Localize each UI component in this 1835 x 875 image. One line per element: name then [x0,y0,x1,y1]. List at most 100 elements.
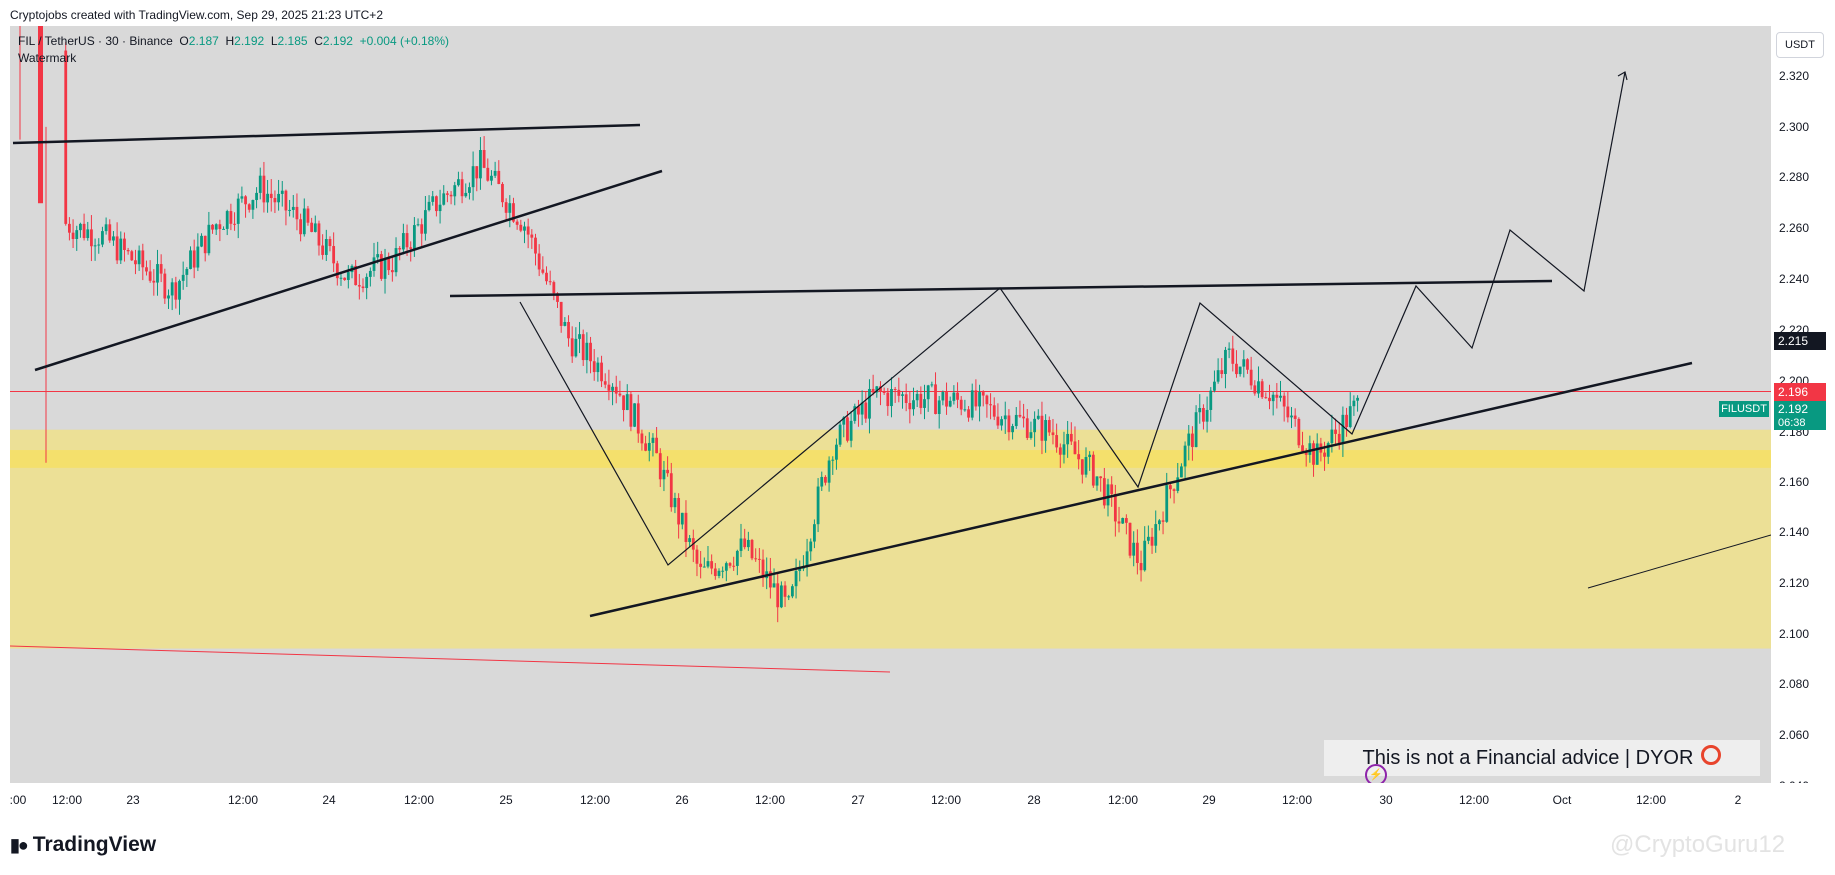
time-tick: 12:00 [1107,793,1139,807]
candle-body [269,193,273,199]
candle-body [379,254,383,279]
candle-body [750,539,754,559]
price-tick: 2.080 [1779,677,1810,691]
candle-body [794,571,798,587]
candle-body [779,585,783,608]
candle-body [112,236,115,241]
target-icon [1701,745,1722,765]
candle-body [1036,415,1040,419]
candle-body [1264,397,1268,399]
footer: ▮● TradingView @CryptoGuru12 [0,819,1835,875]
candle-body [361,286,365,289]
candle-body [383,257,387,279]
candle-body [912,400,915,410]
candle-body [897,389,901,396]
candle-body [989,404,992,406]
candle-body [519,224,523,231]
candle-body [941,392,945,401]
candle-body [680,512,684,525]
disclaimer-text: This is not a Financial advice | DYOR [1362,747,1694,769]
candle-body [306,208,310,223]
candle-body [732,565,736,567]
legend-symbol[interactable]: FIL / TetherUS · 30 · Binance [18,34,173,48]
candle-body [178,280,181,300]
candle-body [416,224,420,226]
candle-body [805,551,809,567]
price-tick: 2.260 [1779,221,1810,235]
price-tick: 2.140 [1779,525,1810,539]
candle-body [1011,426,1014,433]
currency-button[interactable]: USDT [1776,32,1824,58]
indicator-legend[interactable]: Watermark [18,51,77,65]
candle-body [291,206,295,210]
candle-body [497,170,501,184]
candle-body [655,437,659,454]
candle-body [86,229,90,239]
candle-body [1183,445,1187,467]
candle-body [567,321,570,339]
candle-body [93,245,97,247]
candle-body [868,388,871,419]
candle-body [313,223,317,232]
candle-body [1025,418,1029,438]
candle-body [600,362,603,382]
candle-body [145,267,148,272]
candle-body [277,193,280,203]
candle-body [255,192,258,201]
candle-body [1172,489,1176,491]
candle-body [710,561,714,569]
candle-body [1003,415,1007,420]
candle-body [1135,542,1139,564]
candle-body [218,224,222,230]
candle-body [717,570,721,576]
candle-body [1216,370,1220,382]
price-tick: 2.040 [1779,779,1809,783]
candle-body [211,224,214,230]
candle-body [981,392,985,396]
chart-pane[interactable]: FIL / TetherUS · 30 · Binance O2.187 H2.… [10,26,1771,783]
candle-body [438,204,442,212]
candle-body [1315,443,1319,465]
candle-body [622,395,625,411]
candle-body [236,198,240,224]
candle-body [1352,400,1356,407]
disclaimer-note: This is not a Financial advice | DYOR [1324,740,1760,776]
candle-body [578,334,581,339]
time-tick: 30 [1379,793,1393,807]
candle-body [1055,435,1059,448]
candle-body [1304,451,1308,455]
candle-body [688,538,692,542]
time-tick: 12:00 [1458,793,1490,807]
candle-body [1121,518,1125,524]
tv-logo-text: TradingView [32,833,157,856]
time-tick: 12:00 [579,793,611,807]
candle-body [1157,520,1161,525]
candle-body [1099,476,1103,479]
candle-body [189,250,192,269]
candle-body [735,550,739,566]
candle-body [486,167,490,181]
candle-body [724,563,728,571]
tradingview-logo[interactable]: ▮● TradingView [10,833,156,857]
candle-body [299,219,303,235]
candle-body [97,244,101,246]
candle-body [1238,366,1242,375]
price-tick: 2.100 [1779,627,1810,641]
chart-canvas[interactable] [10,26,1771,783]
candle-body [130,251,134,261]
time-axis[interactable]: :00 12:00 23 12:00 24 12:00 25 12:00 26 12:00 27 12… [10,783,1771,819]
candle-body [185,268,189,275]
candle-body [317,223,321,246]
candle-body [115,236,119,261]
candle-body [1022,416,1026,419]
candle-body [262,175,266,203]
candle-body [200,235,203,247]
candle-body [713,568,717,576]
candle-body [423,210,427,234]
candle-body [152,280,156,283]
candle-body [842,417,846,425]
candle-body [1073,441,1077,455]
candle-body [1187,433,1191,446]
time-tick: 12:00 [403,793,435,807]
candle-body [64,50,68,224]
